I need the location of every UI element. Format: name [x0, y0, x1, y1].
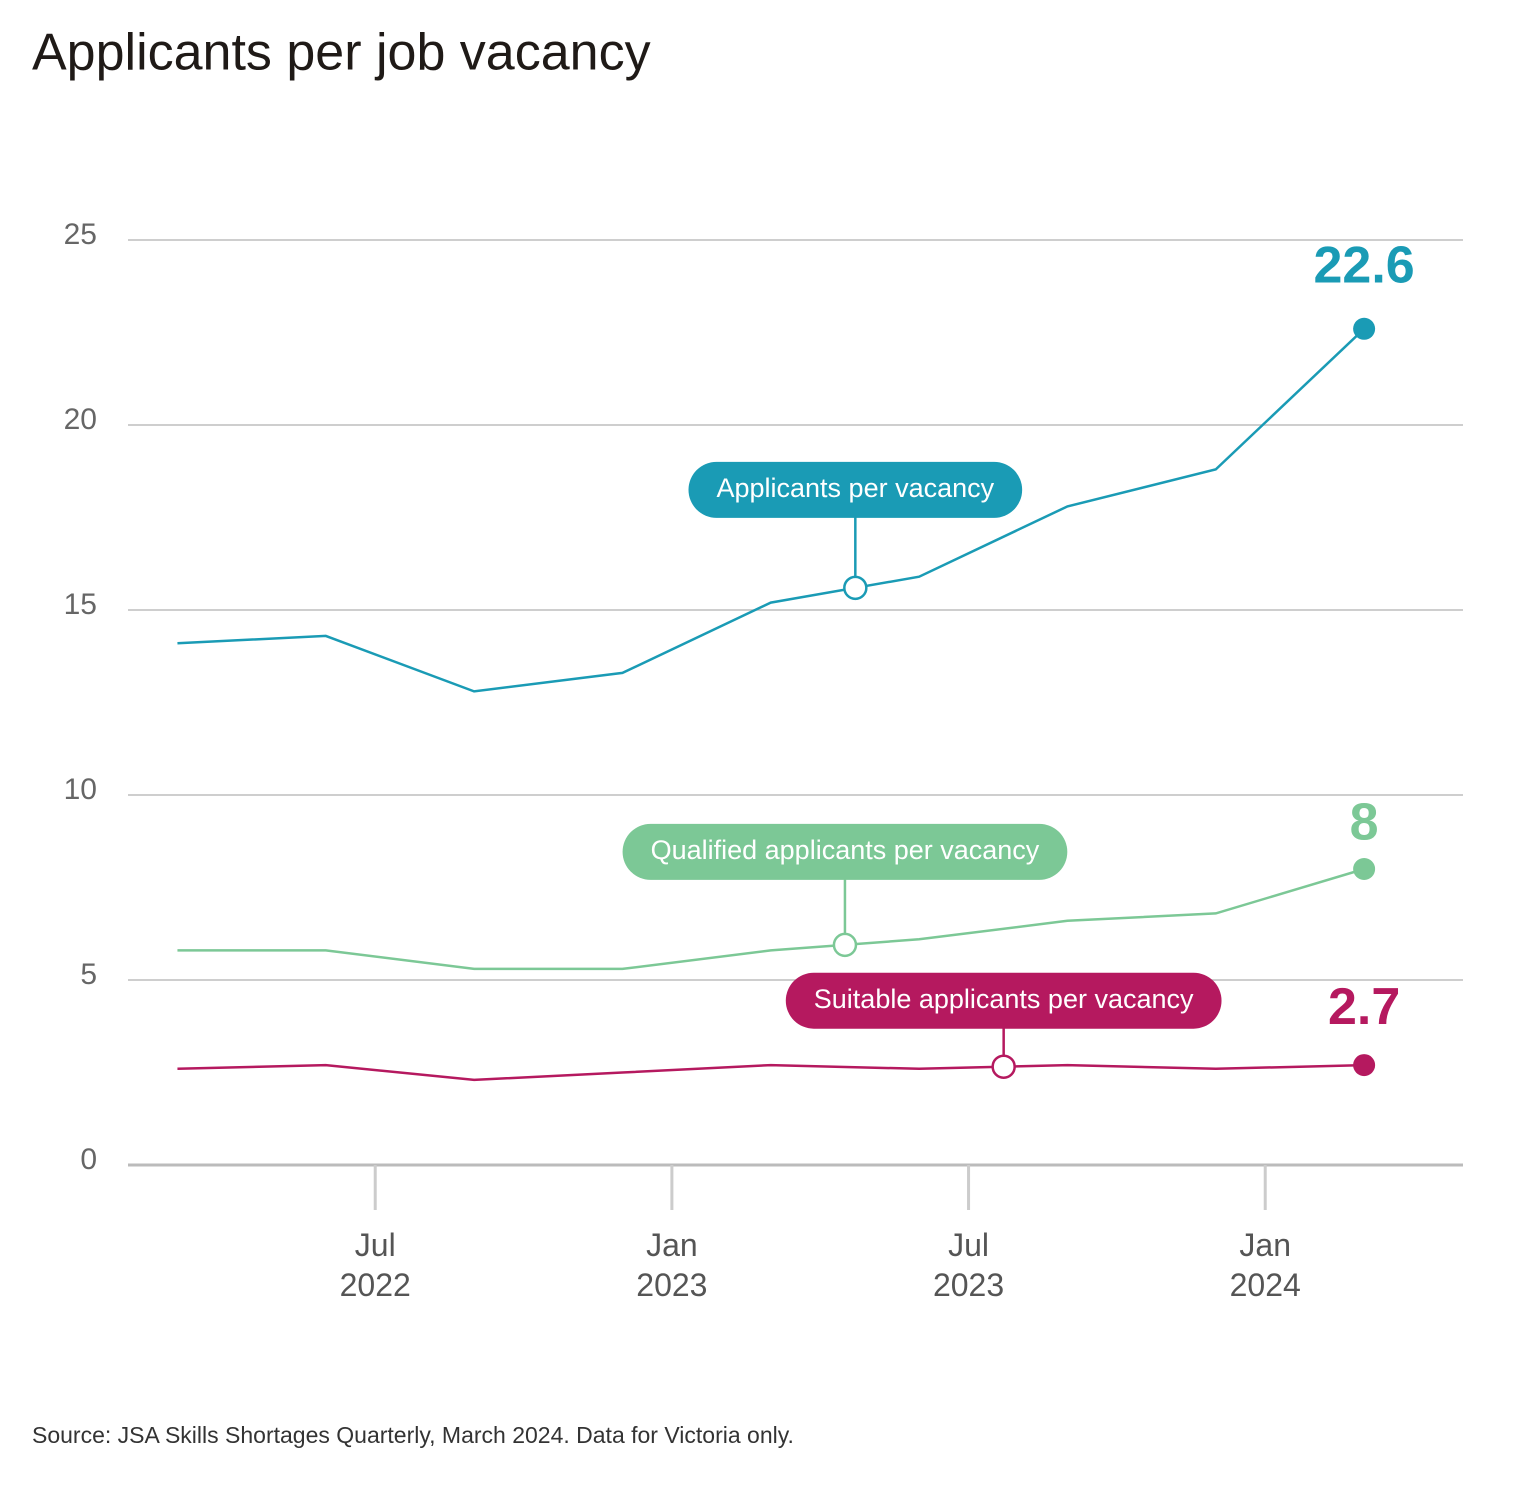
legend-label: Qualified applicants per vacancy [651, 835, 1040, 865]
series-line [177, 327, 1365, 693]
x-tick-label-line: Jan [646, 1227, 698, 1263]
legend-pill [688, 461, 1023, 518]
legend-label: Suitable applicants per vacancy [814, 984, 1194, 1014]
y-tick-label: 10 [64, 773, 97, 806]
end-point [1353, 1054, 1376, 1077]
x-tick-label-line: 2022 [340, 1267, 411, 1303]
y-tick-label: 15 [64, 588, 97, 621]
x-tick-label: Jul 2023 [933, 1227, 1004, 1303]
x-tick-label-line: 2024 [1230, 1267, 1301, 1303]
x-tick-label-line: Jul [948, 1227, 989, 1263]
series-line [177, 1063, 1365, 1082]
x-tick-label-line: Jul [355, 1227, 396, 1263]
end-value-label: 22.6 [1314, 237, 1415, 295]
x-tick-label: Jan 2024 [1230, 1227, 1301, 1303]
x-tick-label-line: 2023 [636, 1267, 707, 1303]
x-tick-label: Jan 2023 [636, 1227, 707, 1303]
x-tick-label-line: Jan [1239, 1227, 1291, 1263]
y-tick-label: 5 [80, 958, 97, 991]
y-tick-label: 20 [64, 403, 97, 436]
x-tick-label-line: 2023 [933, 1267, 1004, 1303]
source-note: Source: JSA Skills Shortages Quarterly, … [32, 1422, 794, 1448]
end-value-label: 2.7 [1328, 978, 1400, 1036]
chart-title: Applicants per job vacancy [32, 24, 651, 82]
series-line [177, 867, 1365, 971]
x-tick-label: Jul 2022 [340, 1227, 411, 1303]
legend-pill [785, 972, 1222, 1029]
annotation-marker [843, 575, 868, 601]
end-point [1353, 317, 1376, 340]
end-value-label: 8 [1350, 794, 1379, 852]
y-tick-label: 0 [80, 1143, 97, 1176]
end-point [1353, 858, 1376, 880]
legend-pill [622, 823, 1068, 880]
annotation-marker [832, 932, 858, 958]
legend-label: Applicants per vacancy [716, 473, 994, 503]
annotation-marker [991, 1054, 1016, 1079]
y-tick-label: 25 [64, 218, 97, 251]
